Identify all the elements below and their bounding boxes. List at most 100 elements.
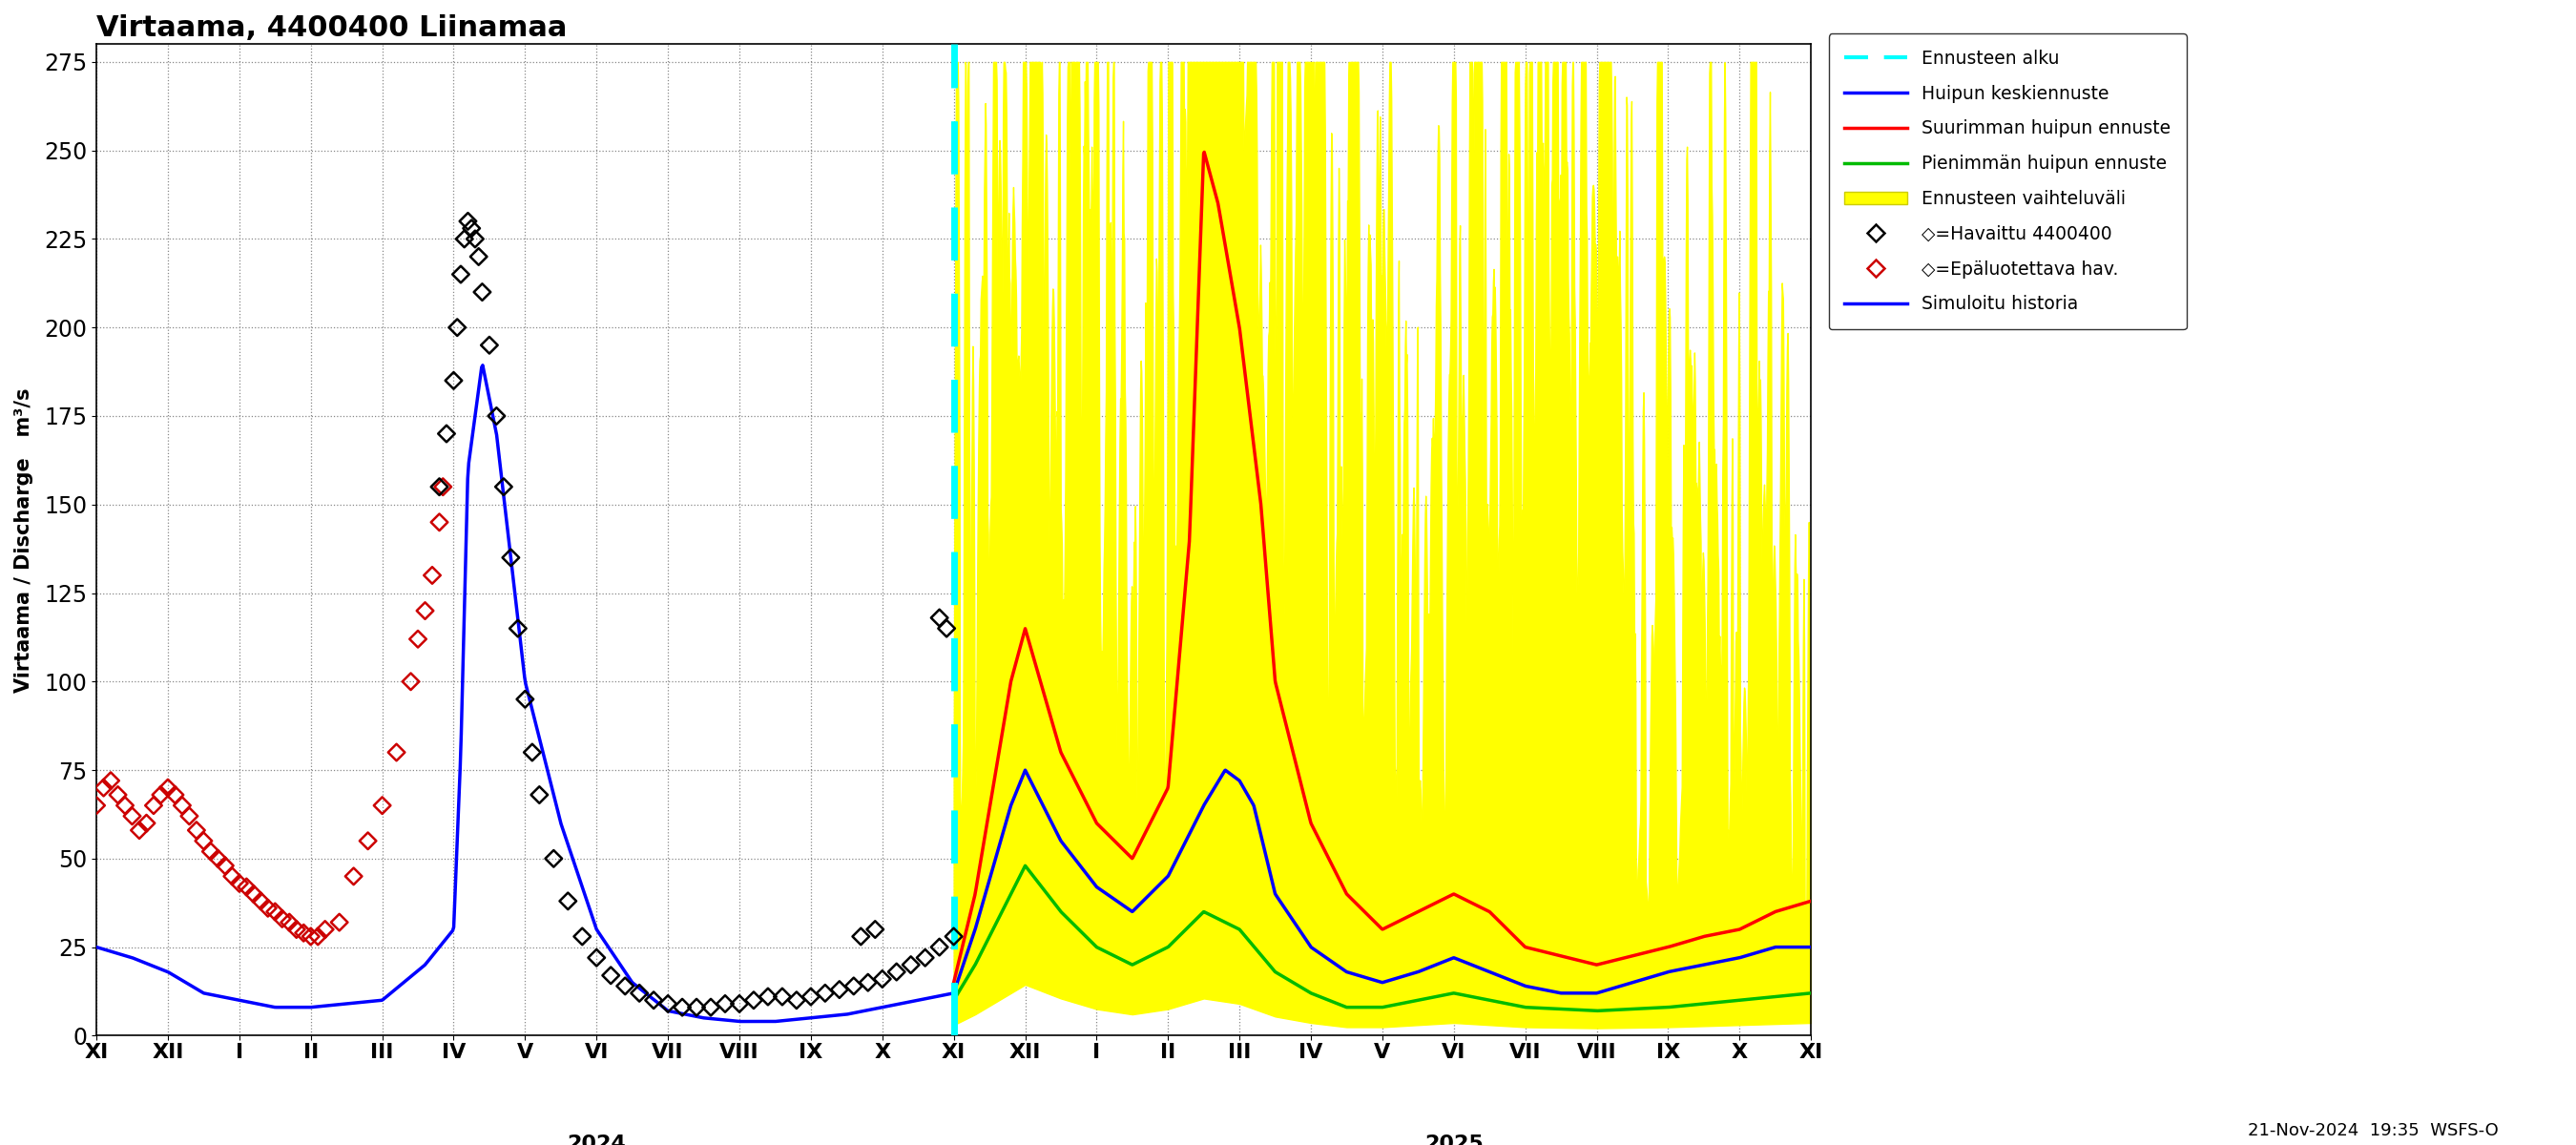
Point: [376, 743, 417, 761]
Point: [804, 984, 845, 1002]
Point: [933, 927, 974, 946]
Point: [662, 998, 703, 1017]
Point: [211, 867, 252, 885]
Point: [98, 785, 139, 804]
Point: [453, 230, 495, 248]
Point: [860, 970, 902, 988]
Point: [891, 956, 933, 974]
Point: [111, 807, 152, 826]
Point: [513, 743, 554, 761]
Point: [361, 796, 402, 814]
Point: [397, 630, 438, 648]
Point: [162, 796, 204, 814]
Point: [247, 899, 289, 917]
Point: [155, 785, 196, 804]
Point: [618, 984, 659, 1002]
Point: [304, 921, 345, 939]
Point: [443, 230, 484, 248]
Point: [920, 609, 961, 627]
Point: [348, 831, 389, 850]
Point: [605, 977, 647, 995]
Point: [791, 987, 832, 1005]
Point: [459, 247, 500, 266]
Point: [832, 977, 873, 995]
Y-axis label: Virtaama / Discharge   m³/s: Virtaama / Discharge m³/s: [15, 387, 33, 693]
Point: [175, 821, 216, 839]
Point: [703, 995, 744, 1013]
Point: [191, 843, 232, 861]
Point: [484, 477, 526, 496]
Point: [505, 690, 546, 709]
Point: [412, 566, 453, 584]
Point: [775, 992, 817, 1010]
Point: [469, 335, 510, 354]
Point: [876, 963, 917, 981]
Point: [240, 892, 281, 910]
Point: [219, 874, 260, 892]
Point: [139, 785, 180, 804]
Point: [276, 921, 317, 939]
Point: [562, 927, 603, 946]
Point: [448, 212, 489, 230]
Point: [848, 973, 889, 992]
Point: [440, 266, 482, 284]
Text: 21-Nov-2024  19:35  WSFS-O: 21-Nov-2024 19:35 WSFS-O: [2249, 1122, 2499, 1139]
Point: [420, 477, 461, 496]
Point: [268, 914, 309, 932]
Point: [291, 927, 332, 946]
Point: [425, 425, 466, 443]
Point: [75, 796, 116, 814]
Text: 2025: 2025: [1425, 1135, 1484, 1145]
Point: [819, 980, 860, 998]
Text: 2024: 2024: [567, 1135, 626, 1145]
Point: [925, 619, 966, 638]
Point: [332, 867, 374, 885]
Point: [675, 998, 716, 1017]
Point: [420, 513, 461, 531]
Point: [118, 821, 160, 839]
Point: [404, 601, 446, 619]
Point: [546, 892, 587, 910]
Point: [734, 992, 775, 1010]
Point: [296, 927, 337, 946]
Point: [126, 814, 167, 832]
Point: [762, 987, 804, 1005]
Point: [422, 477, 464, 496]
Point: [747, 987, 788, 1005]
Point: [198, 850, 240, 868]
Point: [840, 927, 881, 946]
Point: [518, 785, 559, 804]
Point: [647, 995, 688, 1013]
Point: [255, 902, 296, 921]
Point: [489, 548, 531, 567]
Point: [855, 921, 896, 939]
Point: [389, 672, 430, 690]
Point: [533, 850, 574, 868]
Point: [719, 995, 760, 1013]
Point: [232, 885, 273, 903]
Point: [577, 948, 618, 966]
Point: [461, 283, 502, 301]
Text: Virtaama, 4400400 Liinamaa: Virtaama, 4400400 Liinamaa: [95, 14, 567, 42]
Point: [204, 856, 245, 875]
Point: [283, 924, 325, 942]
Point: [134, 796, 175, 814]
Point: [477, 406, 518, 425]
Point: [435, 318, 477, 337]
Point: [82, 779, 124, 797]
Legend: Ennusteen alku, Huipun keskiennuste, Suurimman huipun ennuste, Pienimmän huipun : Ennusteen alku, Huipun keskiennuste, Suu…: [1829, 33, 2187, 330]
Point: [904, 948, 945, 966]
Point: [147, 779, 188, 797]
Point: [319, 914, 361, 932]
Point: [634, 992, 675, 1010]
Point: [263, 909, 304, 927]
Point: [590, 966, 631, 985]
Point: [451, 219, 492, 237]
Point: [227, 878, 268, 897]
Point: [690, 998, 732, 1017]
Point: [497, 619, 538, 638]
Point: [167, 807, 209, 826]
Point: [183, 831, 224, 850]
Point: [106, 796, 147, 814]
Point: [90, 772, 131, 790]
